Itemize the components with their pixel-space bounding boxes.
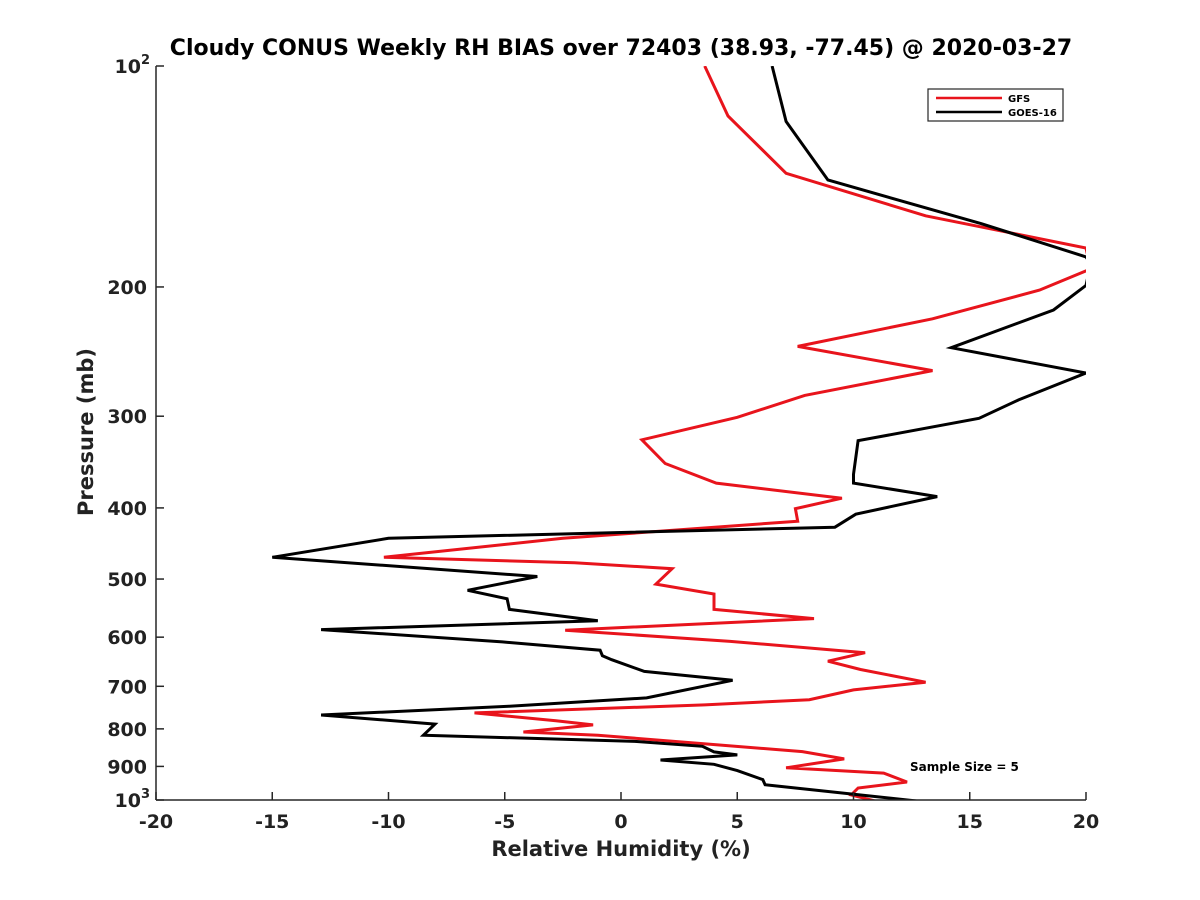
y-tick-label: 103 [115, 787, 151, 812]
x-tick-label: -15 [255, 811, 289, 833]
x-tick-label: -5 [494, 811, 515, 833]
y-tick-label: 102 [115, 53, 151, 78]
y-tick-label: 900 [107, 756, 147, 778]
y-tick-label: 800 [107, 719, 147, 741]
legend-label: GOES-16 [1008, 108, 1057, 119]
y-axis-label: Pressure (mb) [74, 348, 98, 516]
sample-size-annotation: Sample Size = 5 [910, 760, 1019, 774]
y-tick-label: 600 [107, 627, 147, 649]
y-tick-label: 200 [107, 277, 147, 299]
x-tick-label: 15 [957, 811, 983, 833]
series-layer [272, 66, 1086, 800]
chart-title: Cloudy CONUS Weekly RH BIAS over 72403 (… [170, 36, 1072, 61]
x-axis-label: Relative Humidity (%) [491, 837, 750, 861]
x-tick-label: 0 [614, 811, 627, 833]
y-tick-label: 300 [107, 406, 147, 428]
x-tick-label: 5 [731, 811, 744, 833]
y-tick-label: 400 [107, 498, 147, 520]
legend-box [927, 88, 1064, 122]
y-tick-label: 700 [107, 676, 147, 698]
x-tick-label: 20 [1073, 811, 1099, 833]
series-line-goes-16 [272, 66, 1086, 800]
series-line-gfs [383, 66, 1086, 800]
legend-label: GFS [1008, 94, 1030, 105]
x-tick-label: -20 [139, 811, 173, 833]
y-tick-label: 500 [107, 569, 147, 591]
legend: GFS GOES-16 [927, 88, 1064, 122]
x-tick-label: -10 [371, 811, 405, 833]
x-tick-label: 10 [840, 811, 866, 833]
axes-layer: -20 -15 -10 -5 0 5 10 15 20 102 200 300 400 500 600 700… [107, 53, 1099, 833]
